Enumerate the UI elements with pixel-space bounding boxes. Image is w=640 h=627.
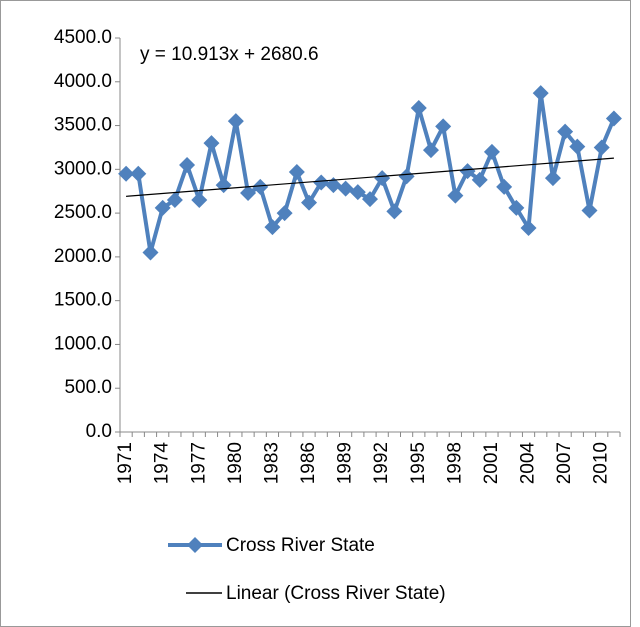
y-tick-label: 0.0 <box>86 421 112 442</box>
marker <box>203 135 220 152</box>
marker <box>496 178 513 195</box>
marker <box>191 191 208 208</box>
y-tick-label: 3000.0 <box>54 158 112 179</box>
marker <box>130 165 147 182</box>
y-tick-label: 1500.0 <box>54 290 112 311</box>
marker <box>276 205 293 222</box>
marker <box>166 191 183 208</box>
x-tick-label: 1974 <box>152 442 173 485</box>
x-tick-label: 2010 <box>591 442 612 484</box>
marker <box>557 123 574 140</box>
x-tick-label: 1992 <box>371 442 392 484</box>
x-tick-label: 1983 <box>261 442 282 484</box>
legend-label: Linear (Cross River State) <box>226 583 446 604</box>
marker <box>337 180 354 197</box>
marker <box>142 244 159 261</box>
marker <box>179 156 196 173</box>
marker <box>362 191 378 208</box>
marker <box>154 199 171 216</box>
marker <box>520 219 537 236</box>
x-tick-label: 1989 <box>335 442 356 484</box>
marker <box>447 187 464 204</box>
marker <box>325 177 342 194</box>
marker <box>288 163 305 180</box>
legend-marker <box>187 537 203 553</box>
x-tick-label: 2004 <box>518 442 539 485</box>
x-tick-label: 1971 <box>115 442 136 484</box>
series-line <box>126 91 616 255</box>
y-tick-label: 1000.0 <box>54 333 112 354</box>
trend-equation: y = 10.913x + 2680.6 <box>140 44 319 65</box>
marker <box>227 113 244 130</box>
trend-line <box>126 157 614 197</box>
legend-label: Cross River State <box>226 535 375 556</box>
marker <box>593 139 610 156</box>
marker <box>410 100 427 117</box>
marker <box>532 85 549 102</box>
marker <box>435 118 452 135</box>
x-tick-label: 2001 <box>481 442 502 484</box>
y-tick-label: 4500.0 <box>54 27 112 48</box>
marker <box>544 170 561 187</box>
marker <box>483 143 500 160</box>
y-tick-label: 2500.0 <box>54 202 112 223</box>
x-tick-label: 1977 <box>188 442 209 484</box>
marker <box>398 168 415 185</box>
y-tick-label: 500.0 <box>64 377 112 398</box>
marker <box>569 138 586 155</box>
marker <box>264 219 281 236</box>
marker <box>471 171 488 188</box>
marker <box>386 203 403 220</box>
marker <box>240 184 257 201</box>
x-tick-label: 1980 <box>225 442 246 484</box>
marker <box>605 110 622 127</box>
y-tick-label: 4000.0 <box>54 71 112 92</box>
marker <box>374 170 391 187</box>
y-tick-label: 3500.0 <box>54 115 112 136</box>
y-tick-label: 2000.0 <box>54 246 112 267</box>
marker <box>118 165 135 182</box>
marker <box>215 177 232 194</box>
marker <box>252 178 269 195</box>
marker <box>301 194 318 211</box>
marker <box>349 184 366 201</box>
x-tick-label: 1986 <box>298 442 319 484</box>
marker <box>459 163 476 180</box>
marker <box>581 202 598 219</box>
x-tick-label: 1998 <box>444 442 465 484</box>
marker <box>422 142 439 159</box>
x-tick-label: 1995 <box>408 442 429 484</box>
x-tick-label: 2007 <box>554 442 575 484</box>
marker <box>508 199 525 216</box>
marker <box>313 174 330 191</box>
